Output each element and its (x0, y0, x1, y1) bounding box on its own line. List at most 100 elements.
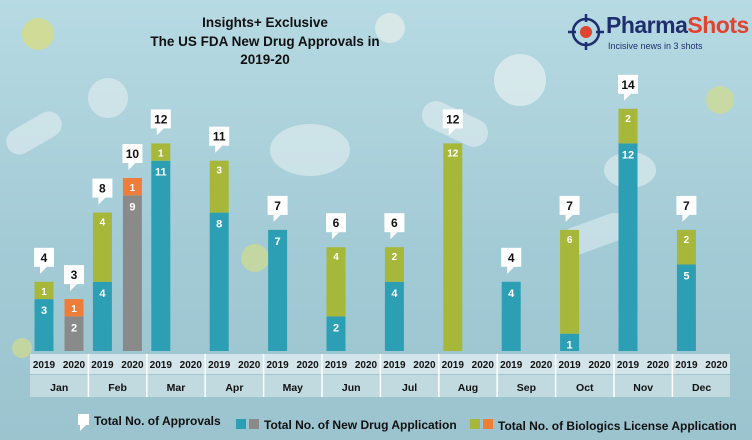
data-label-nda: 2 (71, 322, 77, 334)
total-callout-box (618, 74, 638, 94)
total-callout-pointer (215, 145, 223, 153)
data-label-nda: 4 (508, 288, 515, 300)
logo-wordmark: PharmaShots (606, 12, 749, 39)
total-label: 6 (333, 216, 340, 230)
bar-nda-jun-2019 (326, 316, 346, 351)
chart-title-line2: The US FDA New Drug Approvals in 2019-20 (150, 34, 380, 67)
month-tick-label: Nov (633, 382, 653, 394)
data-label-nda: 4 (99, 288, 106, 300)
total-callout-box (501, 247, 522, 267)
data-label-nda: 8 (216, 219, 222, 231)
year-tick-label: 2020 (530, 360, 553, 371)
total-callout-pointer (98, 197, 106, 205)
total-callout-box (267, 195, 288, 215)
data-label-nda: 12 (622, 149, 634, 161)
bar-bla-dec-2019 (676, 229, 696, 265)
year-tick-label: 2020 (238, 360, 261, 371)
data-label-bla: 1 (130, 183, 136, 194)
month-tick-label: Mar (167, 382, 186, 394)
total-label: 3 (71, 268, 78, 282)
total-callout-pointer (624, 93, 631, 101)
total-callout-box (326, 213, 346, 233)
data-label-nda: 4 (391, 288, 398, 300)
total-callout-box (559, 195, 580, 215)
month-tick-label: Jul (402, 382, 417, 394)
total-callout-box (92, 178, 113, 198)
data-label-bla: 6 (567, 235, 573, 246)
bar-bla-jan-2020 (64, 299, 84, 317)
data-label-nda: 2 (333, 322, 339, 334)
total-label: 14 (621, 78, 635, 92)
bar-bla-feb-2019 (92, 212, 112, 282)
bar-bla-oct-2019 (560, 229, 580, 334)
year-tick-label: 2019 (442, 360, 465, 371)
target-icon (568, 14, 604, 50)
bar-nda-dec-2019 (676, 264, 696, 351)
bar-nda-oct-2019 (560, 333, 580, 351)
year-tick-label: 2020 (705, 360, 728, 371)
year-tick-label: 2020 (296, 360, 319, 371)
legend-label-total: Total No. of Approvals (94, 414, 221, 428)
bar-bla-feb-2020 (122, 178, 142, 196)
year-tick-label: 2020 (121, 360, 144, 371)
total-callout-pointer (448, 128, 456, 136)
total-label: 7 (566, 199, 573, 213)
total-label: 10 (126, 147, 140, 161)
data-label-bla: 4 (333, 252, 339, 263)
data-label-bla: 2 (625, 114, 631, 125)
year-tick-label: 2020 (588, 360, 611, 371)
bar-bla-jun-2019 (326, 247, 346, 317)
total-label: 7 (274, 199, 281, 213)
bar-bla-aug-2019 (443, 143, 463, 351)
bar-nda-feb-2019 (92, 281, 112, 351)
year-tick-label: 2019 (266, 360, 289, 371)
total-callout-pointer (390, 232, 398, 240)
total-callout-box (34, 247, 54, 267)
total-label: 4 (508, 251, 515, 265)
data-label-bla: 1 (71, 304, 77, 315)
total-callout-box (64, 265, 84, 285)
total-label: 8 (99, 182, 106, 196)
year-tick-label: 2019 (91, 360, 114, 371)
month-tick-label: Aug (458, 382, 478, 394)
legend-label-nda: Total No. of New Drug Application (264, 418, 457, 432)
month-tick-label: Apr (225, 382, 243, 394)
year-tick-label: 2020 (180, 360, 203, 371)
bar-nda-jan-2019 (34, 299, 54, 351)
bar-nda-nov-2019 (618, 143, 638, 351)
bar-bla-jul-2019 (384, 247, 404, 282)
month-tick-label: Jan (50, 382, 68, 394)
year-tick-label: 2020 (472, 360, 495, 371)
data-label-nda: 5 (683, 271, 689, 283)
data-label-bla: 1 (158, 148, 164, 159)
total-callout-box (676, 195, 697, 215)
year-tick-label: 2019 (33, 360, 56, 371)
month-tick-label: Sep (517, 382, 536, 394)
data-label-nda: 3 (41, 305, 47, 317)
bar-bla-jan-2019 (34, 281, 54, 300)
total-callout-box (209, 126, 230, 146)
bar-nda-sep-2019 (501, 281, 521, 351)
year-tick-label: 2019 (150, 360, 173, 371)
total-label: 4 (41, 251, 48, 265)
month-tick-label: Oct (576, 382, 594, 394)
bar-nda-feb-2020 (122, 195, 142, 351)
month-tick-label: May (283, 382, 304, 394)
bar-bla-mar-2019 (151, 143, 171, 161)
data-label-nda: 7 (275, 236, 281, 248)
total-callout-pointer (70, 284, 77, 292)
data-label-nda: 11 (155, 167, 167, 179)
data-label-nda: 1 (567, 340, 573, 352)
month-tick-label: Feb (108, 382, 127, 394)
bar-nda-may-2019 (268, 229, 288, 351)
data-label-bla: 4 (100, 218, 106, 229)
data-label-bla: 12 (447, 148, 459, 159)
total-callout-box (150, 109, 171, 129)
data-label-bla: 3 (216, 166, 222, 177)
total-label: 12 (154, 112, 168, 126)
year-tick-label: 2020 (63, 360, 86, 371)
bar-bla-nov-2019 (618, 108, 638, 144)
year-tick-label: 2020 (355, 360, 378, 371)
